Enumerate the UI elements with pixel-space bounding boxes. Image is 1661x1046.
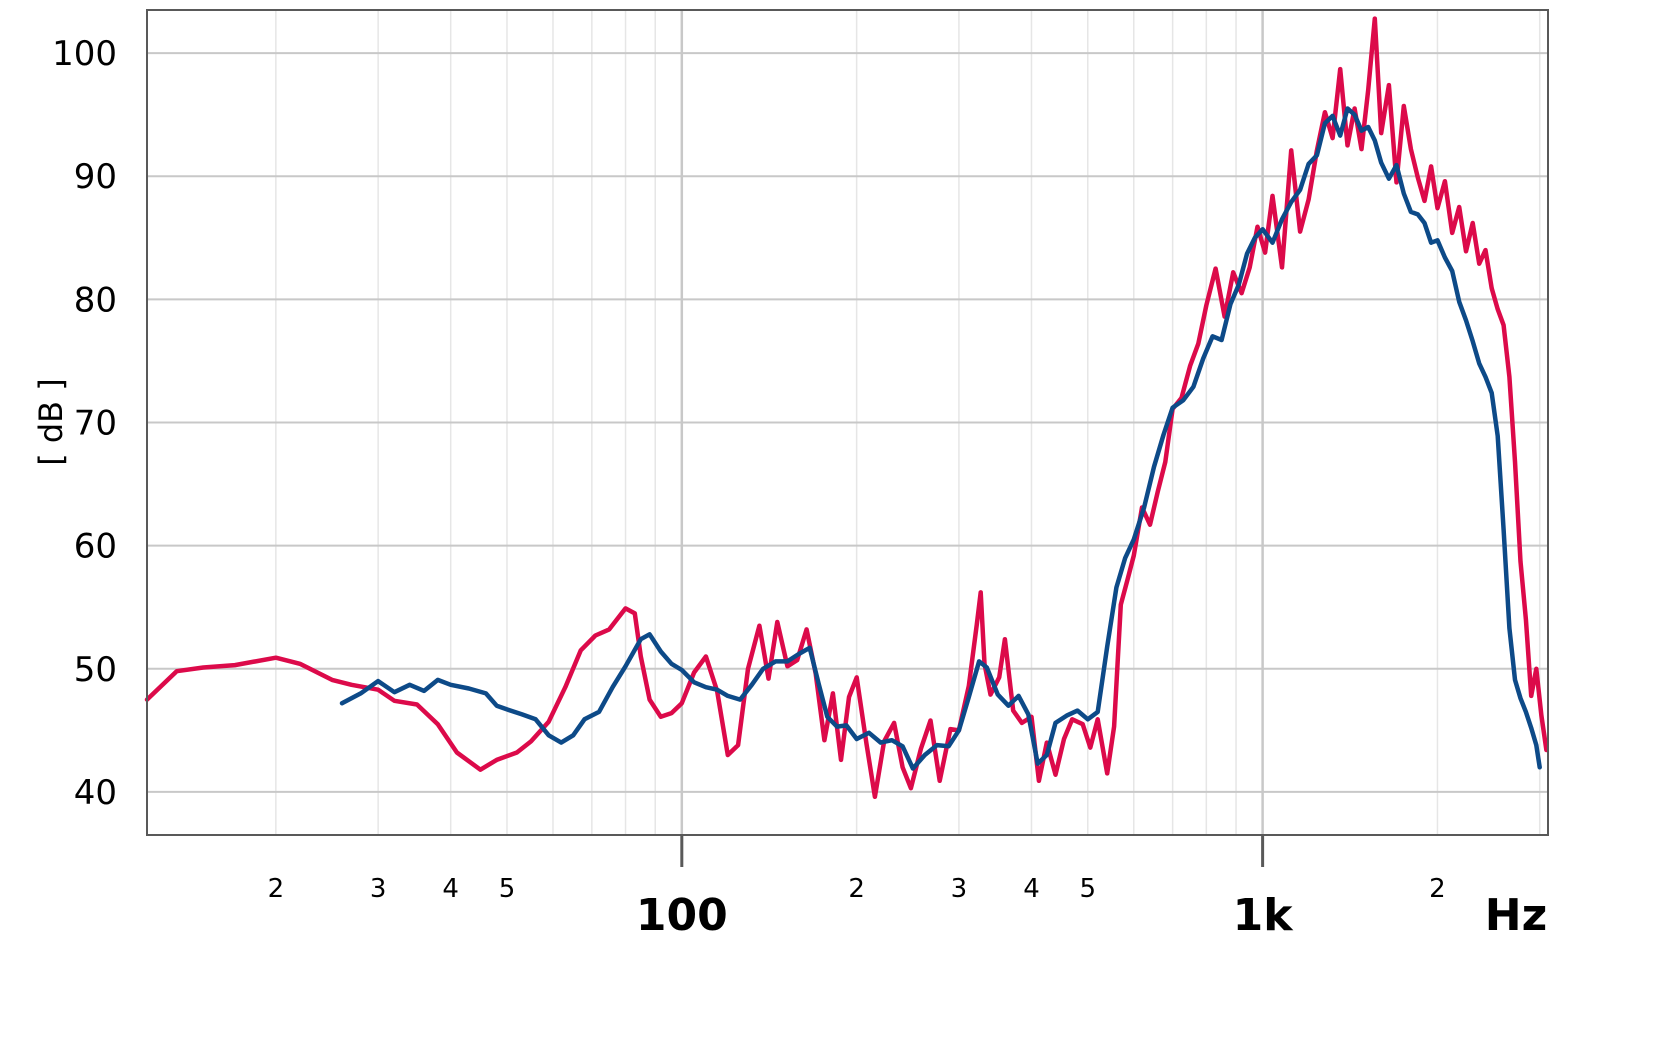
major-gridlines [147,10,1548,835]
x-axis-unit-label: Hz [1485,890,1547,941]
x-minor-tick-label: 2 [1429,874,1446,904]
x-minor-tick-label: 2 [268,874,285,904]
series-line-red [144,16,1549,800]
x-minor-tick-label: 3 [951,874,968,904]
plot-frame [146,9,1549,836]
y-tick-labels: 40 50 60 70 80 90 100 [52,34,117,813]
y-tick-label-100: 100 [52,34,117,74]
x-minor-tick-label: 5 [499,874,516,904]
y-tick-label-60: 60 [74,527,117,567]
x-major-tick-label-100: 100 [636,890,728,941]
x-minor-tick-label: 5 [1080,874,1097,904]
y-axis-label: [ dB ] [32,378,70,466]
series-line-blue [339,106,1542,771]
y-tick-label-50: 50 [74,650,117,690]
y-tick-label-80: 80 [74,280,117,320]
x-major-tick-marks [680,835,1265,867]
y-tick-label-40: 40 [74,773,117,813]
data-series [144,16,1549,800]
y-tick-label-70: 70 [74,404,117,444]
x-major-tick-label-1k: 1k [1233,890,1295,941]
x-minor-tick-label: 3 [370,874,387,904]
x-minor-tick-label: 2 [848,874,865,904]
y-tick-label-90: 90 [74,157,117,197]
x-minor-tick-label: 4 [1023,874,1040,904]
x-minor-tick-label: 4 [442,874,459,904]
